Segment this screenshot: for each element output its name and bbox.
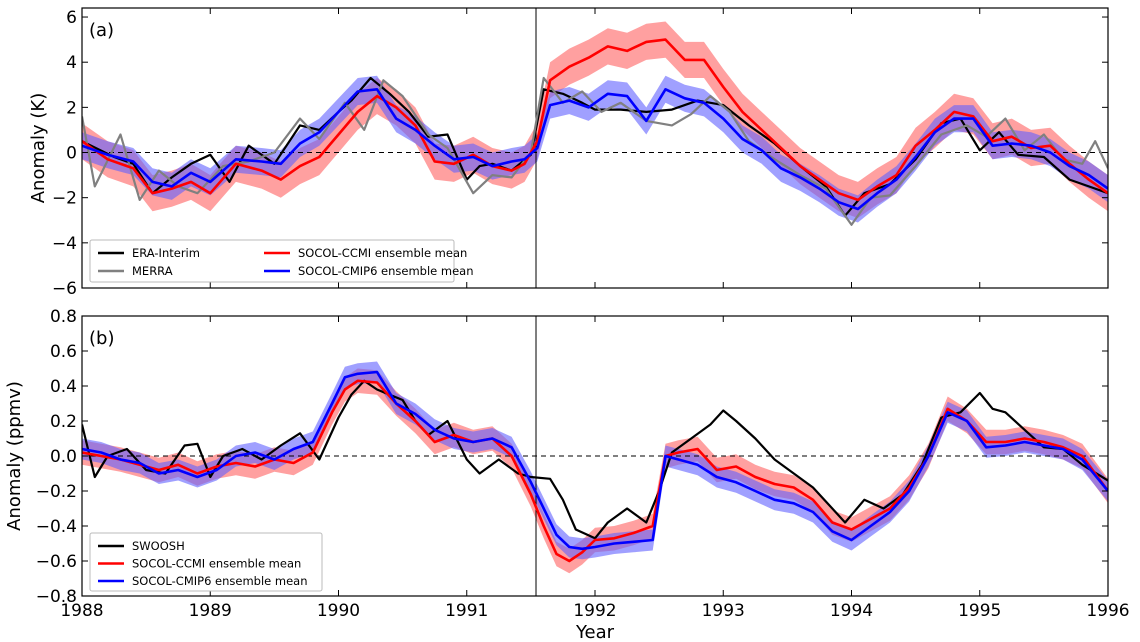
legend: SWOOSH SOCOL-CCMI ensemble mean SOCOL-CMIP…	[89, 532, 323, 592]
y-tick-label: −2	[52, 189, 77, 209]
panel-label: (b)	[89, 328, 114, 349]
x-tick-label: 1994	[830, 601, 873, 621]
y-tick-label: −4	[52, 234, 77, 254]
legend-entry: MERRA	[132, 264, 173, 278]
y-axis-title: Anomaly (K)	[28, 93, 49, 204]
plot-area	[82, 316, 1108, 596]
x-tick-label: 1995	[958, 601, 1001, 621]
y-tick-label: 6	[66, 8, 77, 28]
series-line	[82, 370, 1108, 551]
y-axis-title: Anomaly (ppmv)	[4, 381, 25, 531]
y-tick-label: −0.6	[36, 552, 77, 572]
panel-a: −6 −4 −2 0 2 4 6 (a) Anomaly (K) ERA-Interim MERRA…	[28, 7, 1109, 299]
plot-area	[82, 8, 1108, 288]
legend-entry: ERA-Interim	[132, 246, 200, 260]
panel-b: −0.8 −0.6 −0.4 −0.2 0.0 0.2 0.4 0.6 0.8 1988 1989 1…	[4, 307, 1130, 642]
x-tick-label: 1992	[573, 601, 616, 621]
x-tick-label: 1990	[317, 601, 360, 621]
y-tick-label: −0.4	[36, 517, 77, 537]
y-tick-label: 0.8	[50, 307, 77, 327]
y-tick-label: 2	[66, 98, 77, 118]
legend-entry: SOCOL-CCMI ensemble mean	[132, 557, 301, 571]
x-axis-title: Year	[575, 622, 615, 642]
legend-entry: SWOOSH	[132, 539, 185, 553]
y-tick-label: 4	[66, 53, 77, 73]
y-tick-label: 0	[66, 144, 77, 164]
spread-band	[82, 368, 1108, 574]
y-tick-label: 0.0	[50, 447, 77, 467]
legend-entry: SOCOL-CMIP6 ensemble mean	[132, 574, 308, 588]
legend: ERA-Interim MERRA SOCOL-CCMI ensemble mean…	[89, 239, 474, 283]
series-line	[82, 38, 1108, 202]
series-line	[82, 88, 1108, 211]
x-tick-label: 1988	[60, 601, 103, 621]
spread-band	[82, 361, 1108, 560]
x-tick-label: 1991	[445, 601, 488, 621]
y-tick-label: −0.2	[36, 482, 77, 502]
legend-entry: SOCOL-CMIP6 ensemble mean	[298, 264, 474, 278]
y-tick-label: −0.8	[36, 587, 77, 607]
legend-frame	[89, 239, 455, 283]
panel-label: (a)	[89, 20, 114, 41]
x-tick-label: 1993	[702, 601, 745, 621]
legend-entry: SOCOL-CCMI ensemble mean	[298, 246, 467, 260]
x-tick-label: 1996	[1086, 601, 1129, 621]
legend-frame	[89, 532, 323, 592]
y-tick-label: −6	[52, 279, 77, 299]
spread-band	[82, 21, 1108, 218]
y-tick-label: 0.4	[50, 377, 77, 397]
y-tick-label: 0.2	[50, 412, 77, 432]
y-tick-label: 0.6	[50, 342, 77, 362]
x-tick-label: 1989	[189, 601, 232, 621]
